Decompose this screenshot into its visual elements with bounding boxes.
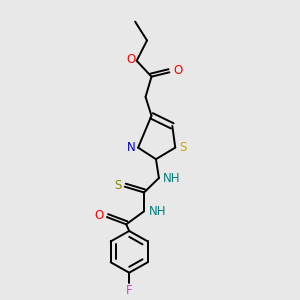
Text: S: S <box>114 179 121 192</box>
Text: NH: NH <box>164 172 181 184</box>
Text: NH: NH <box>148 205 166 218</box>
Text: O: O <box>174 64 183 77</box>
Text: F: F <box>126 284 133 297</box>
Text: O: O <box>94 209 103 222</box>
Text: N: N <box>127 141 136 154</box>
Text: S: S <box>179 141 186 154</box>
Text: O: O <box>126 53 135 66</box>
